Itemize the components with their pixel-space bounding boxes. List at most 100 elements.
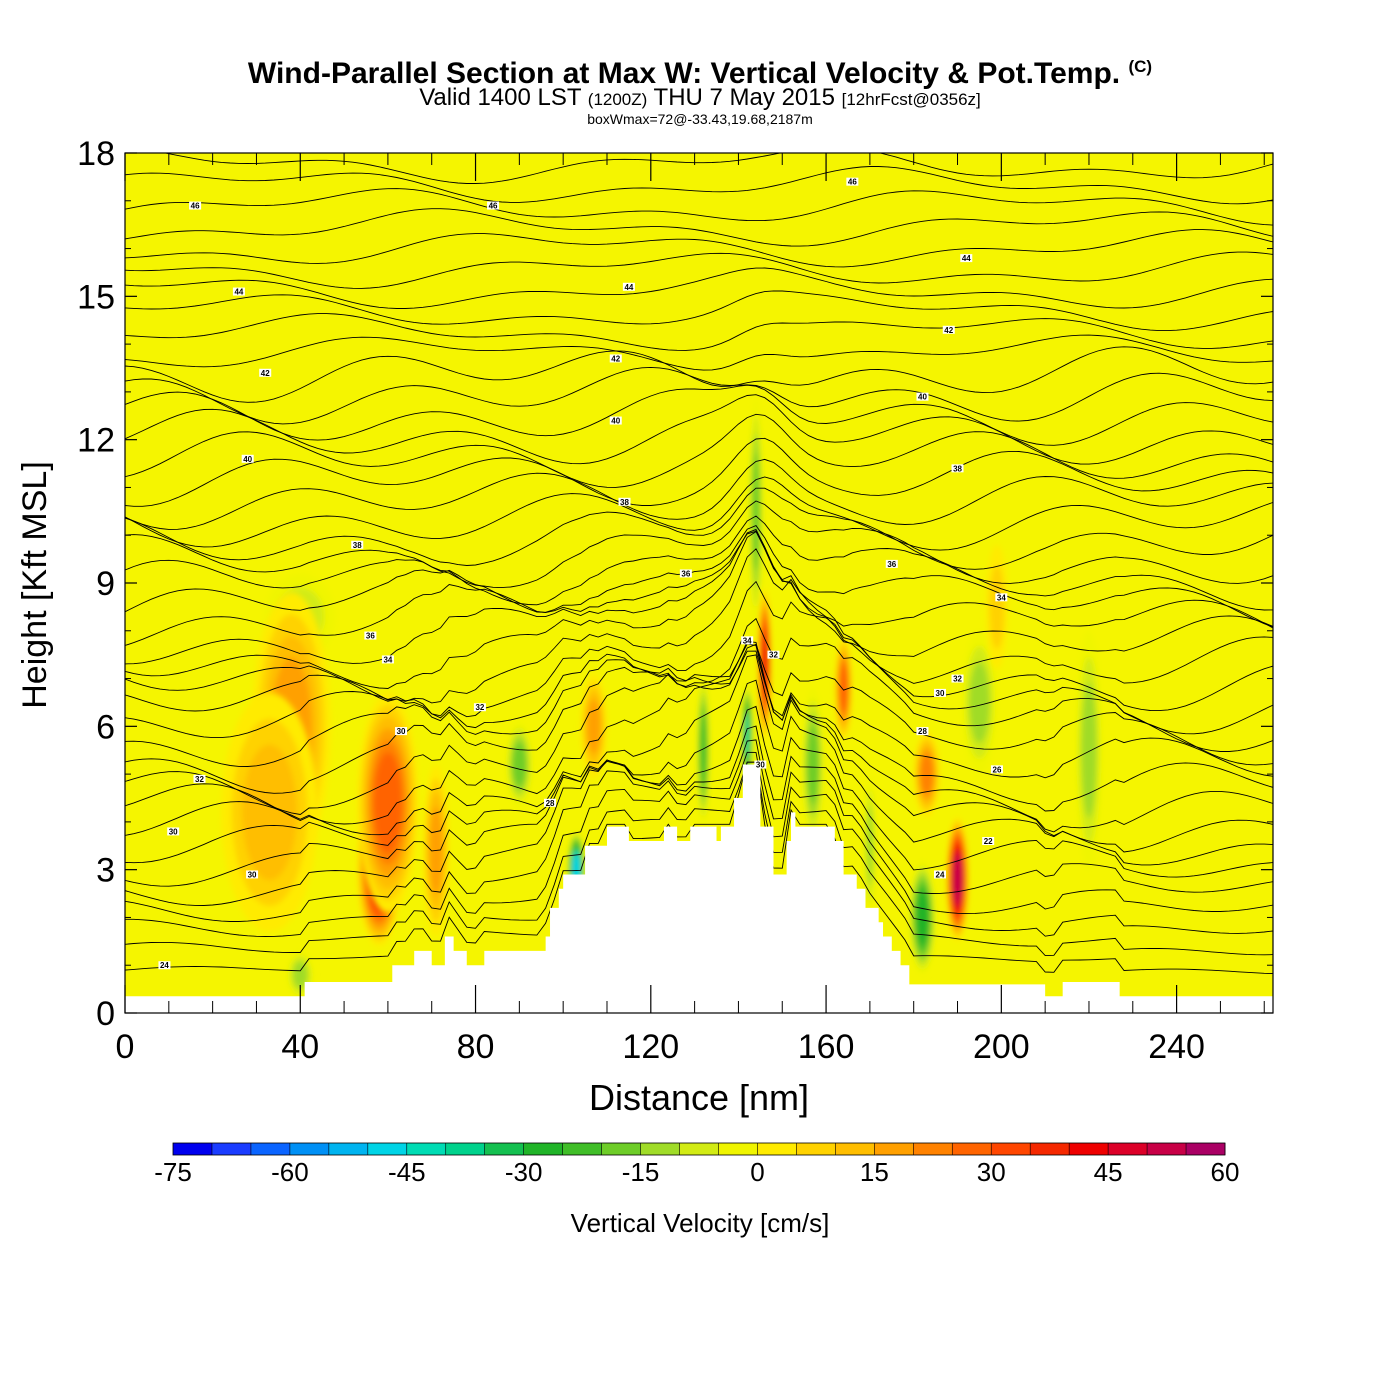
contour-label-text: 40 <box>243 455 252 464</box>
contour-label-bg <box>395 727 408 736</box>
contour-label-bg <box>487 201 500 210</box>
colorbar-swatch <box>874 1143 914 1155</box>
isentrope-line <box>125 650 1273 794</box>
downdraft-contour-band <box>512 742 527 787</box>
isentrope-line <box>125 580 1273 735</box>
isentrope-line <box>125 313 1273 351</box>
updraft-cell <box>834 635 853 741</box>
contour-label: 28 <box>916 727 929 736</box>
downdraft-contour-band <box>1081 682 1097 818</box>
colorbar-tick-label: -60 <box>271 1157 309 1187</box>
y-axis-label: Height [Kft MSL] <box>16 461 54 709</box>
contour-label: 32 <box>473 703 486 712</box>
isentrope-line <box>125 739 1273 922</box>
contour-label: 34 <box>741 636 754 645</box>
contour-label-bg <box>942 325 955 334</box>
chart-subtitle: Valid 1400 LST (1200Z) THU 7 May 2015 [1… <box>0 85 1400 113</box>
contour-label: 34 <box>381 655 394 664</box>
isentrope-line <box>125 188 1273 226</box>
contour-label-text: 42 <box>261 369 270 378</box>
contour-label-text: 30 <box>248 870 257 879</box>
colorbar-tick-label: -30 <box>505 1157 543 1187</box>
colorbar-swatch <box>1030 1143 1070 1155</box>
contour-label: 28 <box>544 798 557 808</box>
contour-label-text: 44 <box>624 283 633 292</box>
colorbar-swatch <box>1147 1143 1187 1155</box>
colorbar-swatch <box>406 1143 447 1155</box>
downdraft-contour-band <box>866 805 874 887</box>
contour-label-bg <box>916 392 929 401</box>
contour-label-bg <box>885 559 898 568</box>
contour-label-text: 28 <box>546 799 555 808</box>
colorbar-swatch <box>1069 1143 1109 1155</box>
colorbar-tick-label: 0 <box>750 1157 764 1187</box>
colorbar-tick-label: -15 <box>622 1157 660 1187</box>
contour-label: 40 <box>916 392 929 402</box>
contour-label-bg <box>544 798 557 807</box>
isentrope-line <box>125 229 1273 268</box>
colorbar-swatch <box>796 1143 836 1155</box>
colorbar-swatch <box>952 1143 992 1155</box>
updraft-contour-band <box>920 753 934 795</box>
isentrope-line <box>125 761 1273 957</box>
contour-label-bg <box>618 497 631 506</box>
contour-label-bg <box>609 354 622 363</box>
isentrope-line <box>125 384 1273 446</box>
x-tick-label: 200 <box>973 1028 1030 1066</box>
downdraft-contour-band <box>916 891 929 944</box>
colorbar-swatch <box>835 1143 875 1155</box>
contour-label: 38 <box>951 464 964 473</box>
isentrope-line <box>125 251 1273 289</box>
contour-label-bg <box>951 464 964 473</box>
isentrope-line <box>163 153 1273 184</box>
isentrope-line <box>125 530 1273 689</box>
colorbar-label: Vertical Velocity [cm/s] <box>571 1208 830 1238</box>
contour-label: 44 <box>960 254 973 263</box>
isentrope-line <box>125 487 1273 570</box>
downdraft-contour-band <box>292 961 308 989</box>
colorbar: -75 -60 -45 -30 -15 0 15 30 45 60 <box>154 1142 1239 1187</box>
isentrope-line <box>125 525 1273 628</box>
contour-label: 44 <box>622 282 635 292</box>
contour-label-bg <box>933 870 946 879</box>
contour-label: 22 <box>982 837 995 846</box>
contour-label-text: 32 <box>195 775 204 784</box>
downdraft-contour-band <box>807 725 819 804</box>
plot-area: 46 46 46 44 44 44 42 42 42 40 40 40 38 38 38 36 36 36 34 34… <box>125 153 1273 1013</box>
contour-label: 34 <box>995 593 1008 602</box>
isentrope-line <box>125 548 1273 712</box>
contour-label: 38 <box>351 540 364 550</box>
isentrope-line <box>125 458 1273 530</box>
contour-label: 38 <box>618 497 631 507</box>
contour-label-text: 36 <box>681 569 690 578</box>
contour-label: 40 <box>609 416 622 426</box>
y-tick-label: 6 <box>96 708 115 746</box>
y-tick-label: 12 <box>77 422 115 460</box>
contour-label-text: 34 <box>997 593 1006 602</box>
contour-label-text: 36 <box>366 632 375 641</box>
x-tick-label: 240 <box>1148 1028 1205 1066</box>
contour-label: 30 <box>754 760 767 770</box>
contour-label-bg <box>995 593 1008 602</box>
isentrope-line <box>125 413 1273 488</box>
colorbar-swatch <box>211 1143 252 1155</box>
y-tick-label: 18 <box>77 135 115 173</box>
contour-label-text: 46 <box>191 202 200 211</box>
isentrope-line <box>125 290 1273 332</box>
chart-note: boxWmax=72@-33.43,19.68,2187m <box>587 111 813 127</box>
isentrope-line <box>125 476 1273 551</box>
contour-label-text: 22 <box>984 837 993 846</box>
x-tick-label: 40 <box>281 1028 319 1066</box>
contour-label-bg <box>259 368 272 377</box>
contour-label-text: 38 <box>620 498 629 507</box>
copyright-mark: (C) <box>1128 57 1153 76</box>
contour-label-bg <box>767 650 780 659</box>
contour-label-text: 34 <box>383 655 392 664</box>
contour-label: 36 <box>679 569 692 578</box>
isentrope-line <box>125 530 1273 646</box>
chart-title-text: Wind-Parallel Section at Max W: Vertical… <box>247 57 1121 90</box>
colorbar-swatch <box>679 1143 719 1155</box>
colorbar-swatch <box>1186 1143 1226 1155</box>
contour-label: 46 <box>487 201 500 211</box>
